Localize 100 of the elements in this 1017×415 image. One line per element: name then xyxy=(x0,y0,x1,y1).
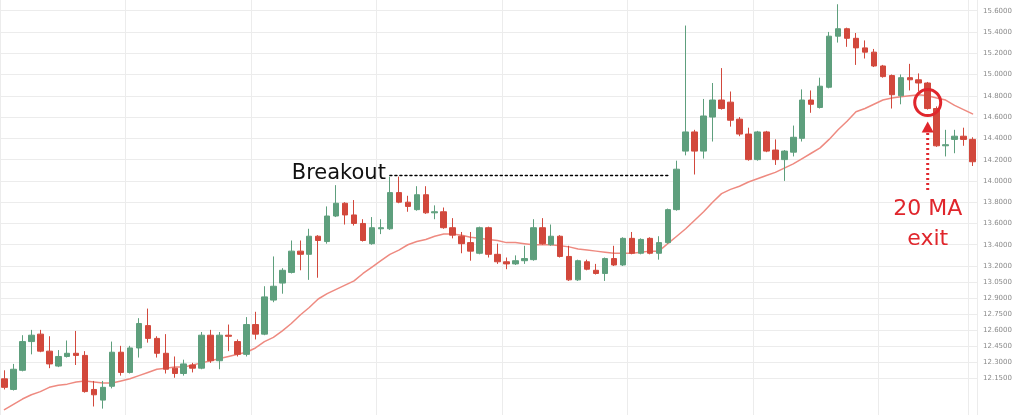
candlestick xyxy=(55,349,62,368)
candlestick xyxy=(396,176,402,204)
candlestick xyxy=(369,216,375,246)
candlestick xyxy=(557,234,563,259)
candlestick xyxy=(288,239,295,274)
annotation: Breakout xyxy=(291,160,386,185)
candlestick xyxy=(458,231,465,254)
candlestick xyxy=(826,31,832,89)
candlestick xyxy=(656,235,662,261)
candlestick xyxy=(665,208,671,245)
candlestick xyxy=(521,245,528,265)
candlestick xyxy=(817,77,823,110)
candlestick xyxy=(28,329,35,355)
candlestick xyxy=(907,63,913,91)
candlestick xyxy=(736,116,743,137)
candlestick xyxy=(163,333,169,374)
candlestick xyxy=(485,226,492,259)
candlestick xyxy=(431,204,438,220)
candlestick xyxy=(772,138,779,166)
candlestick xyxy=(476,226,483,255)
candlestick xyxy=(629,231,635,255)
candlestick xyxy=(145,308,151,344)
candlestick xyxy=(871,48,877,68)
candlestick xyxy=(136,317,142,359)
candlestick xyxy=(64,340,70,359)
candlestick xyxy=(405,195,411,213)
candlestick xyxy=(297,239,304,271)
candlestick xyxy=(440,207,447,230)
candlestick xyxy=(503,257,510,270)
candlestick xyxy=(333,184,339,218)
candlestick xyxy=(324,205,330,245)
candlestick xyxy=(898,73,904,105)
annotation: 20 MA exit xyxy=(893,194,963,250)
candlestick xyxy=(745,127,752,162)
candlestick xyxy=(530,218,537,262)
candlestick xyxy=(180,359,187,377)
candlestick xyxy=(575,259,581,282)
candlestick xyxy=(127,345,133,374)
candlestick xyxy=(790,125,797,157)
candlestick xyxy=(566,245,572,282)
candlestick xyxy=(951,129,958,154)
line-series xyxy=(3,93,974,411)
candlestick xyxy=(378,218,384,235)
candlestick xyxy=(306,228,312,281)
candlestick xyxy=(844,27,850,48)
candlestick xyxy=(763,130,770,153)
candlestick xyxy=(216,331,223,370)
candlestick xyxy=(342,201,348,226)
candlestick xyxy=(889,73,895,110)
candlestick xyxy=(234,338,241,357)
candlestick xyxy=(1,369,8,390)
candlestick xyxy=(754,130,761,162)
candlestick xyxy=(414,185,420,212)
candlestick xyxy=(700,98,707,160)
candlestick xyxy=(718,67,725,111)
candlestick xyxy=(109,341,115,389)
candlestick xyxy=(853,32,859,66)
candlestick xyxy=(494,243,501,265)
candlestick xyxy=(915,72,922,93)
candlestick xyxy=(969,136,976,167)
candlestick xyxy=(91,380,97,407)
candlestick xyxy=(100,380,106,410)
candlestick xyxy=(172,355,178,379)
candlestick xyxy=(512,254,519,266)
candlestick xyxy=(799,88,805,143)
candlestick xyxy=(261,285,268,336)
candlestick xyxy=(880,64,886,79)
candlestick xyxy=(781,149,788,182)
candlestick xyxy=(593,263,599,276)
candlestick xyxy=(942,129,949,157)
candlestick xyxy=(82,350,88,394)
candlestick xyxy=(315,234,321,279)
candlestick xyxy=(808,89,814,114)
candlestick xyxy=(467,231,474,262)
candlestick xyxy=(243,316,250,357)
candlestick xyxy=(584,259,590,271)
candlestick xyxy=(682,25,689,156)
candlestick xyxy=(73,330,79,366)
candlestick xyxy=(862,39,868,60)
candlestick xyxy=(37,329,44,353)
candlestick xyxy=(647,236,653,255)
candlestick xyxy=(270,255,277,303)
candlestick xyxy=(960,127,967,147)
candlestick xyxy=(602,257,608,282)
candlestick xyxy=(189,362,196,373)
candlestick xyxy=(449,217,456,239)
candlestick xyxy=(691,129,698,176)
candlestick xyxy=(620,236,626,267)
candlestick xyxy=(225,324,232,352)
candlestick xyxy=(548,224,554,247)
candlestick xyxy=(19,334,26,372)
candlestick xyxy=(279,267,286,295)
candlestick xyxy=(118,345,124,377)
candlestick xyxy=(673,160,680,212)
candlestick xyxy=(611,245,617,267)
candlestick xyxy=(154,335,160,359)
candlestick xyxy=(709,82,716,143)
candlestick xyxy=(835,3,841,44)
candlestick xyxy=(198,331,205,370)
candlestick xyxy=(387,176,393,231)
